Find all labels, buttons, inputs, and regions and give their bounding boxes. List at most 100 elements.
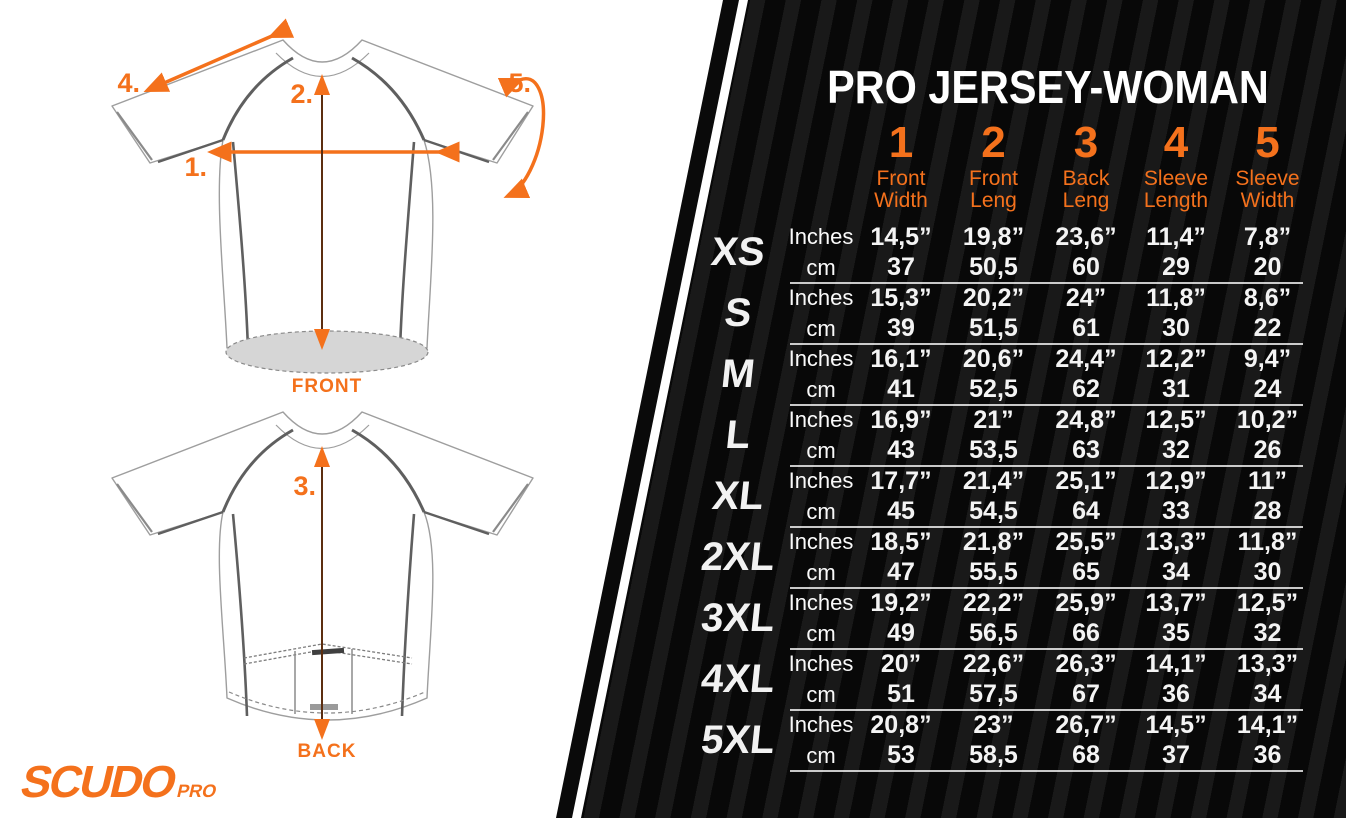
cm-value: 26 [1253, 436, 1282, 465]
cm-value: 32 [1253, 619, 1282, 648]
cm-value: 37 [1162, 741, 1190, 770]
inches-value: 21,4” [962, 466, 1025, 495]
inches-value: 11,4” [1146, 222, 1206, 251]
inches-value: 20,8” [870, 710, 932, 739]
inches-value: 12,5” [1236, 588, 1299, 617]
cm-value: 68 [1072, 741, 1100, 770]
cm-value: 62 [1072, 375, 1100, 404]
size-label: XS [709, 230, 768, 274]
cm-value: 49 [887, 619, 915, 648]
inches-value: 16,9” [870, 405, 932, 434]
row-separator [790, 465, 1303, 467]
brand-name: SCUDO [16, 756, 181, 807]
inches-value: 23,6” [1055, 222, 1117, 251]
cm-value: 56,5 [969, 619, 1018, 648]
row-separator [790, 709, 1303, 711]
unit-cm-label: cm [806, 559, 836, 585]
unit-cm-label: cm [806, 254, 836, 280]
unit-cm-label: cm [806, 498, 836, 524]
cm-value: 57,5 [969, 680, 1018, 709]
unit-cm-label: cm [806, 742, 836, 768]
cm-value: 52,5 [969, 375, 1018, 404]
column-header-1: 1 Front Width [856, 120, 946, 212]
inches-value: 24,4” [1055, 344, 1117, 373]
inches-value: 20” [880, 649, 922, 678]
cm-value: 24 [1253, 375, 1282, 404]
arrow-label-5: 5. [508, 68, 531, 98]
row-separator [790, 587, 1303, 589]
column-number: 3 [1073, 118, 1099, 167]
size-label: 3XL [699, 596, 778, 640]
column-header-5: 5 Sleeve Width [1221, 120, 1314, 212]
inches-value: 11,8” [1146, 283, 1206, 312]
cm-value: 66 [1072, 619, 1100, 648]
column-number: 5 [1255, 118, 1280, 167]
front-hem-ellipse [225, 330, 429, 374]
table-row: L Inches cm 16,9” 21” 24,8” 12,5” 10,2” 43 53,5… [690, 405, 1346, 467]
brand-logo: SCUDOPRO [16, 756, 225, 808]
inches-value: 16,1” [870, 344, 932, 373]
jersey-measurement-diagram: 4. 2. 1. 5. FRONT 3. BACK [111, 18, 546, 762]
unit-cm-label: cm [806, 620, 836, 646]
cm-value: 33 [1162, 497, 1190, 526]
table-row: 4XL Inches cm 20” 22,6” 26,3” 14,1” 13,3” 51 57… [690, 649, 1346, 711]
cm-value: 37 [887, 253, 915, 282]
inches-value: 11,8” [1237, 527, 1298, 556]
inches-value: 13,7” [1145, 588, 1207, 617]
inches-value: 9,4” [1243, 344, 1292, 373]
inches-value: 10,2” [1236, 405, 1299, 434]
table-row: M Inches cm 16,1” 20,6” 24,4” 12,2” 9,4” 41 52,… [690, 344, 1346, 406]
size-table-rows: XS Inches cm 14,5” 19,8” 23,6” 11,4” 7,8” 37 50… [690, 222, 1346, 772]
inches-value: 21” [973, 405, 1014, 434]
cm-value: 43 [887, 436, 915, 465]
cm-value: 41 [887, 375, 915, 404]
arrow-3-head-down [314, 719, 330, 740]
cm-value: 58,5 [969, 741, 1018, 770]
size-label: S [722, 291, 754, 335]
cm-value: 64 [1072, 497, 1100, 526]
table-row: S Inches cm 15,3” 20,2” 24” 11,8” 8,6” 39 51,5 6… [690, 283, 1346, 345]
unit-inches-label: Inches [788, 407, 854, 433]
inches-value: 22,6” [962, 649, 1025, 678]
column-header-3: 3 Back Leng [1041, 120, 1131, 212]
table-row: 2XL Inches cm 18,5” 21,8” 25,5” 13,3” 11,8” 47… [690, 527, 1346, 589]
inches-value: 13,3” [1236, 649, 1299, 678]
cm-value: 34 [1253, 680, 1282, 709]
inches-value: 24,8” [1055, 405, 1117, 434]
unit-inches-label: Inches [788, 590, 854, 616]
size-label: 5XL [699, 718, 778, 762]
unit-inches-label: Inches [788, 468, 854, 494]
brand-sub: PRO [175, 781, 219, 801]
row-separator [790, 770, 1303, 772]
cm-value: 39 [887, 314, 915, 343]
cm-value: 61 [1072, 314, 1100, 343]
cm-value: 53 [887, 741, 915, 770]
cm-value: 55,5 [969, 558, 1018, 587]
cm-value: 30 [1162, 314, 1190, 343]
row-separator [790, 343, 1303, 345]
size-label: 2XL [699, 535, 778, 579]
inches-value: 14,1” [1236, 710, 1299, 739]
inches-value: 25,1” [1055, 466, 1117, 495]
inches-value: 13,3” [1145, 527, 1207, 556]
inches-value: 22,2” [962, 588, 1025, 617]
measurement-arrow-5 [497, 76, 546, 198]
size-label: 4XL [699, 657, 778, 701]
cm-value: 36 [1253, 741, 1282, 770]
cm-value: 65 [1072, 558, 1100, 587]
unit-inches-label: Inches [788, 346, 854, 372]
arrow-label-2: 2. [290, 79, 313, 109]
cm-value: 50,5 [969, 253, 1018, 282]
cm-value: 51 [887, 680, 915, 709]
unit-inches-label: Inches [788, 224, 854, 250]
row-separator [790, 526, 1303, 528]
cm-value: 63 [1072, 436, 1100, 465]
table-row: 5XL Inches cm 20,8” 23” 26,7” 14,5” 14,1” 53 58… [690, 710, 1346, 772]
inches-value: 20,6” [962, 344, 1025, 373]
inches-value: 26,7” [1055, 710, 1117, 739]
pocket-zipper-mark [311, 647, 345, 656]
unit-inches-label: Inches [788, 651, 854, 677]
cm-value: 34 [1162, 558, 1190, 587]
inches-value: 25,5” [1055, 527, 1117, 556]
hem-gripper-mark [310, 704, 338, 710]
